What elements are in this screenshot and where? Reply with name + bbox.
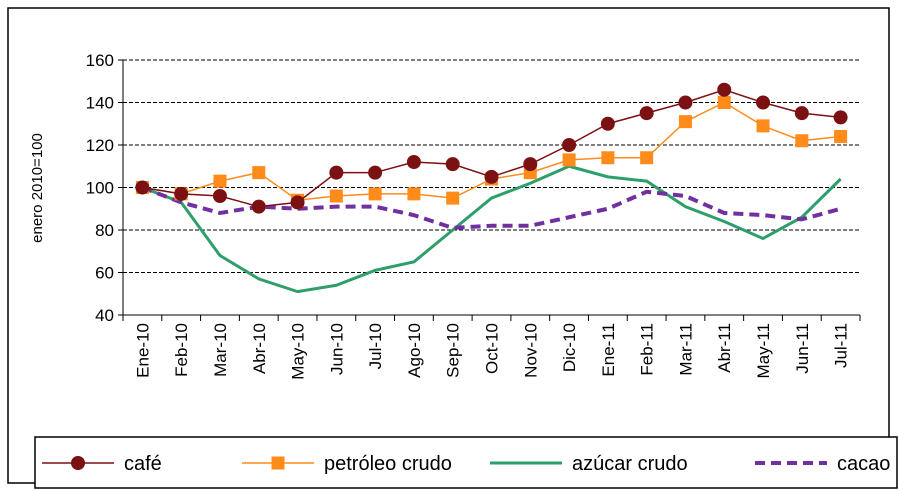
series-marker bbox=[600, 116, 615, 131]
series-marker bbox=[562, 138, 577, 152]
chart-frame bbox=[7, 7, 890, 484]
y-tick-label: 60 bbox=[95, 264, 114, 283]
y-tick-label: 100 bbox=[86, 179, 114, 198]
legend-label: azúcar crudo bbox=[572, 453, 688, 475]
series-marker bbox=[368, 165, 383, 180]
x-tick-label: Mar-10 bbox=[211, 323, 230, 377]
legend-marker bbox=[71, 456, 85, 470]
x-tick-label: Dic-10 bbox=[560, 323, 579, 372]
series-marker bbox=[795, 134, 809, 148]
series-marker bbox=[212, 189, 227, 203]
series-marker bbox=[833, 110, 848, 125]
x-tick-label: Sep-10 bbox=[444, 323, 463, 378]
x-tick-label: Feb-10 bbox=[172, 323, 191, 377]
legend-label: café bbox=[124, 453, 162, 475]
series-marker bbox=[135, 180, 150, 195]
legend-label: petróleo crudo bbox=[324, 453, 452, 475]
x-tick-label: Oct-10 bbox=[483, 323, 502, 374]
series-marker bbox=[213, 174, 227, 188]
series-marker bbox=[640, 151, 654, 165]
y-tick-label: 120 bbox=[86, 136, 114, 155]
series-marker bbox=[252, 166, 266, 180]
series-marker bbox=[406, 155, 421, 169]
series-marker bbox=[601, 151, 615, 165]
x-tick-label: Jun-10 bbox=[327, 323, 346, 375]
series-marker bbox=[407, 187, 421, 201]
x-tick-label: Abr-11 bbox=[715, 323, 734, 373]
x-tick-label: Nov-10 bbox=[521, 323, 540, 378]
series-marker bbox=[717, 82, 732, 97]
x-tick-label: Feb-11 bbox=[638, 323, 657, 376]
series-marker bbox=[174, 186, 189, 201]
x-tick-label: Jul-10 bbox=[366, 323, 385, 369]
x-tick-label: Mar-11 bbox=[676, 323, 695, 376]
x-tick-label: Ene-11 bbox=[599, 323, 618, 377]
y-tick-label: 140 bbox=[86, 94, 114, 113]
legend-label: cacao bbox=[837, 453, 890, 475]
series-marker bbox=[329, 165, 344, 180]
series-marker bbox=[445, 157, 460, 172]
series-marker bbox=[446, 191, 460, 205]
series-marker bbox=[756, 95, 771, 110]
series-marker bbox=[756, 119, 770, 133]
series-marker bbox=[794, 106, 809, 121]
series-marker bbox=[639, 106, 654, 121]
x-tick-label: Abr-10 bbox=[250, 323, 269, 374]
legend-marker bbox=[271, 456, 285, 470]
series-marker bbox=[717, 96, 731, 109]
series-marker bbox=[290, 195, 305, 210]
x-tick-label: Ago-10 bbox=[405, 323, 424, 378]
series-marker bbox=[329, 189, 343, 203]
x-tick-label: Jul-11 bbox=[832, 323, 851, 368]
series-marker bbox=[368, 187, 382, 201]
y-tick-label: 80 bbox=[95, 221, 114, 240]
series-marker bbox=[678, 115, 692, 129]
series-marker bbox=[834, 130, 848, 143]
x-tick-label: May-11 bbox=[754, 323, 773, 378]
series-marker bbox=[562, 153, 576, 167]
series-line bbox=[141, 164, 842, 294]
series-marker bbox=[484, 169, 499, 184]
y-tick-label: 160 bbox=[86, 51, 114, 70]
x-tick-label: Ene-10 bbox=[133, 323, 152, 378]
legend-box bbox=[34, 436, 898, 489]
series-marker bbox=[678, 95, 693, 110]
x-tick-label: May-10 bbox=[289, 323, 308, 380]
y-axis-label: enero 2010=100 bbox=[29, 133, 46, 243]
y-tick-label: 40 bbox=[95, 306, 114, 325]
x-tick-label: Jun-11 bbox=[793, 323, 812, 374]
series-marker bbox=[251, 199, 266, 214]
series-marker bbox=[523, 157, 538, 172]
